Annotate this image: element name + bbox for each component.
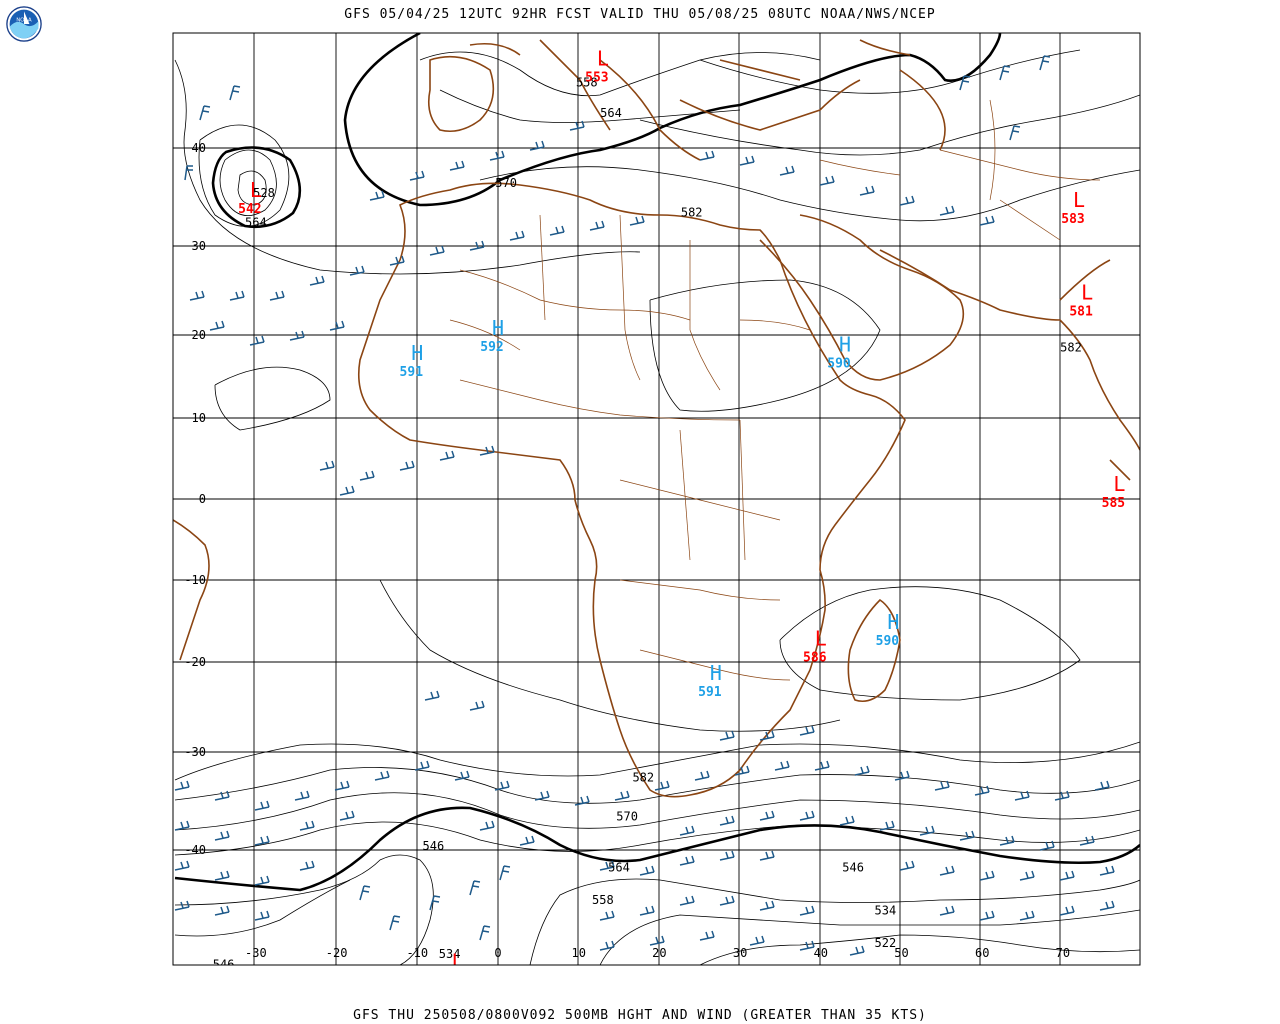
center-value-label: 553 <box>585 71 608 86</box>
center-value-label: 590 <box>827 357 851 372</box>
latitude-label: -40 <box>184 843 206 857</box>
contour-value-label: 582 <box>1060 341 1082 355</box>
contour-value-label: 558 <box>592 893 614 907</box>
chart-header-title: GFS 05/04/25 12UTC 92HR FCST VALID THU 0… <box>344 7 936 22</box>
high-center-marker: H <box>492 316 504 340</box>
center-value-label: 542 <box>238 202 261 217</box>
low-center-marker: L <box>1081 280 1093 304</box>
center-value-label: 591 <box>400 365 424 380</box>
chart-footer-caption: GFS THU 250508/0800V092 500MB HGHT AND W… <box>353 1008 927 1023</box>
contour-value-label: 528 <box>253 186 275 200</box>
contour-value-label: 534 <box>189 979 211 993</box>
longitude-label: 60 <box>975 946 989 960</box>
country-borders <box>449 99 1101 681</box>
contour-value-label: 570 <box>616 810 638 824</box>
contour-value-label: 558 <box>576 75 598 89</box>
latitude-label: 0 <box>199 492 206 506</box>
noaa-logo-icon: NOAA <box>6 6 42 42</box>
longitude-label: 40 <box>814 946 828 960</box>
contour-value-label: 510 <box>866 979 888 993</box>
center-value-label: 560 <box>940 0 964 14</box>
contour-value-label: 534 <box>875 904 897 918</box>
low-center-marker: L <box>250 178 262 202</box>
low-center-marker: L <box>597 47 609 71</box>
low-center-marker: L <box>815 627 827 651</box>
contour-value-label: 546 <box>423 839 445 853</box>
center-value-label: 591 <box>698 685 722 700</box>
latitude-label: 30 <box>192 239 206 253</box>
longitude-label: -30 <box>245 946 267 960</box>
contour-value-label: 582 <box>632 770 654 784</box>
longitude-label: 30 <box>733 946 747 960</box>
coastlines <box>173 39 1140 798</box>
high-center-marker: H <box>887 610 899 634</box>
wind-barbs <box>174 55 1115 956</box>
low-center-marker: L <box>452 950 464 974</box>
longitude-label: -20 <box>326 946 348 960</box>
latitude-label: 40 <box>192 141 206 155</box>
lat-lon-grid <box>173 33 1140 965</box>
contour-value-label: 546 <box>213 958 235 972</box>
contour-value-label: 534 <box>439 947 461 961</box>
contour-value-label: 564 <box>608 861 630 875</box>
longitude-label: 20 <box>652 946 666 960</box>
longitude-label: 0 <box>494 946 501 960</box>
center-value-label: 585 <box>1102 496 1125 511</box>
contour-value-label: 522 <box>875 936 897 950</box>
center-value-label: 592 <box>480 340 503 355</box>
thick-contours <box>174 33 1140 892</box>
latitude-label: -30 <box>184 745 206 759</box>
center-value-label: 583 <box>1061 212 1084 227</box>
contour-value-label: 582 <box>681 206 703 220</box>
contour-value-label: 564 <box>600 106 622 120</box>
map-frame <box>172 32 1141 966</box>
center-value-label: 581 <box>1069 304 1093 319</box>
pressure-centers: L560L553L542L583L581L585L586L533H591H592… <box>238 0 1125 989</box>
center-value-label: 586 <box>803 651 827 666</box>
longitude-label: -10 <box>406 946 428 960</box>
high-center-marker: H <box>839 333 851 357</box>
height-contours <box>174 49 1140 965</box>
noaa-logo-text: NOAA <box>16 17 32 23</box>
longitude-label: 70 <box>1056 946 1070 960</box>
latitude-label: -20 <box>184 655 206 669</box>
latitude-label: 10 <box>192 411 206 425</box>
center-value-label: 590 <box>876 634 900 649</box>
latitude-label: -10 <box>184 573 206 587</box>
low-center-marker: L <box>1113 472 1125 496</box>
longitude-labels: -30 -20 -10 0 10 20 30 40 50 60 70 <box>245 946 1070 960</box>
latitude-label: 20 <box>192 328 206 342</box>
contour-value-label: 570 <box>495 176 517 190</box>
longitude-label: 50 <box>894 946 908 960</box>
high-center-marker: H <box>411 341 423 365</box>
longitude-label: 10 <box>571 946 585 960</box>
contour-value-label: 564 <box>245 215 267 229</box>
high-center-marker: H <box>710 661 722 685</box>
center-value-label: 533 <box>440 974 463 989</box>
contour-labels: 5585645705825285645825825705645585465465… <box>189 75 1082 993</box>
latitude-labels: 40 30 20 10 0 -10 -20 -30 -40 <box>184 141 206 857</box>
contour-value-label: 546 <box>842 861 864 875</box>
low-center-marker: L <box>1073 188 1085 212</box>
